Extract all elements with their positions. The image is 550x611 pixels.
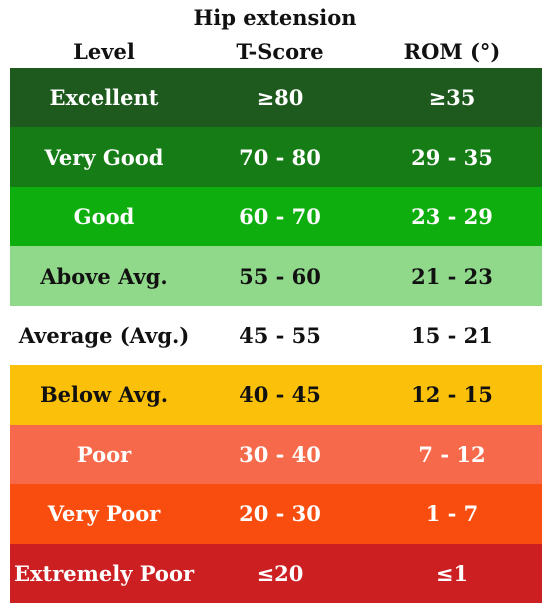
table-row: Average (Avg.) 45 - 55 15 - 21: [10, 305, 542, 366]
row-tscore: ≥80: [256, 85, 304, 111]
row-rom: 29 - 35: [411, 144, 493, 170]
row-tscore: ≤20: [256, 560, 304, 586]
row-rom: ≤1: [435, 560, 469, 586]
row-tscore: 30 - 40: [239, 441, 321, 467]
header-level: Level: [73, 39, 135, 64]
row-rom: 23 - 29: [411, 204, 493, 230]
row-level: Good: [73, 204, 135, 230]
row-rom: 7 - 12: [418, 441, 486, 467]
table-row: Poor 30 - 40 7 - 12: [10, 424, 542, 485]
row-level: Average (Avg.): [18, 322, 190, 348]
row-level: Extremely Poor: [13, 560, 195, 586]
table-row: Good 60 - 70 23 - 29: [10, 186, 542, 247]
row-tscore: 70 - 80: [239, 144, 321, 170]
table-row: Below Avg. 40 - 45 12 - 15: [10, 365, 542, 425]
row-rom: 21 - 23: [411, 263, 493, 289]
row-tscore: 20 - 30: [239, 501, 321, 527]
row-rom: 12 - 15: [411, 382, 493, 408]
row-level: Above Avg.: [40, 263, 168, 289]
header-rom: ROM (°): [403, 39, 501, 64]
table-row: Above Avg. 55 - 60 21 - 23: [10, 246, 542, 306]
table-row: Extremely Poor ≤20 ≤1: [10, 543, 542, 603]
header-tscore: T-Score: [236, 39, 324, 64]
row-level: Below Avg.: [39, 382, 169, 408]
row-tscore: 45 - 55: [239, 322, 321, 348]
row-level: Excellent: [49, 85, 159, 111]
row-tscore: 60 - 70: [239, 204, 321, 230]
row-rom: 1 - 7: [425, 501, 479, 527]
row-rom: 15 - 21: [411, 322, 493, 348]
table-caption: Hip extension: [193, 5, 357, 30]
table-header: Level T-Score ROM (°): [10, 38, 542, 66]
row-level: Very Good: [44, 144, 164, 170]
table-row: Very Good 70 - 80 29 - 35: [10, 127, 542, 187]
row-tscore: 55 - 60: [239, 263, 321, 289]
row-rom: ≥35: [428, 85, 476, 111]
row-level: Poor: [76, 441, 132, 467]
table-row: Excellent ≥80 ≥35: [10, 68, 542, 128]
row-level: Very Poor: [47, 501, 161, 527]
row-tscore: 40 - 45: [239, 382, 321, 408]
table-row: Very Poor 20 - 30 1 - 7: [10, 484, 542, 544]
classification-table: Excellent ≥80 ≥35 Very Good 70 - 80 29 -…: [10, 68, 542, 603]
